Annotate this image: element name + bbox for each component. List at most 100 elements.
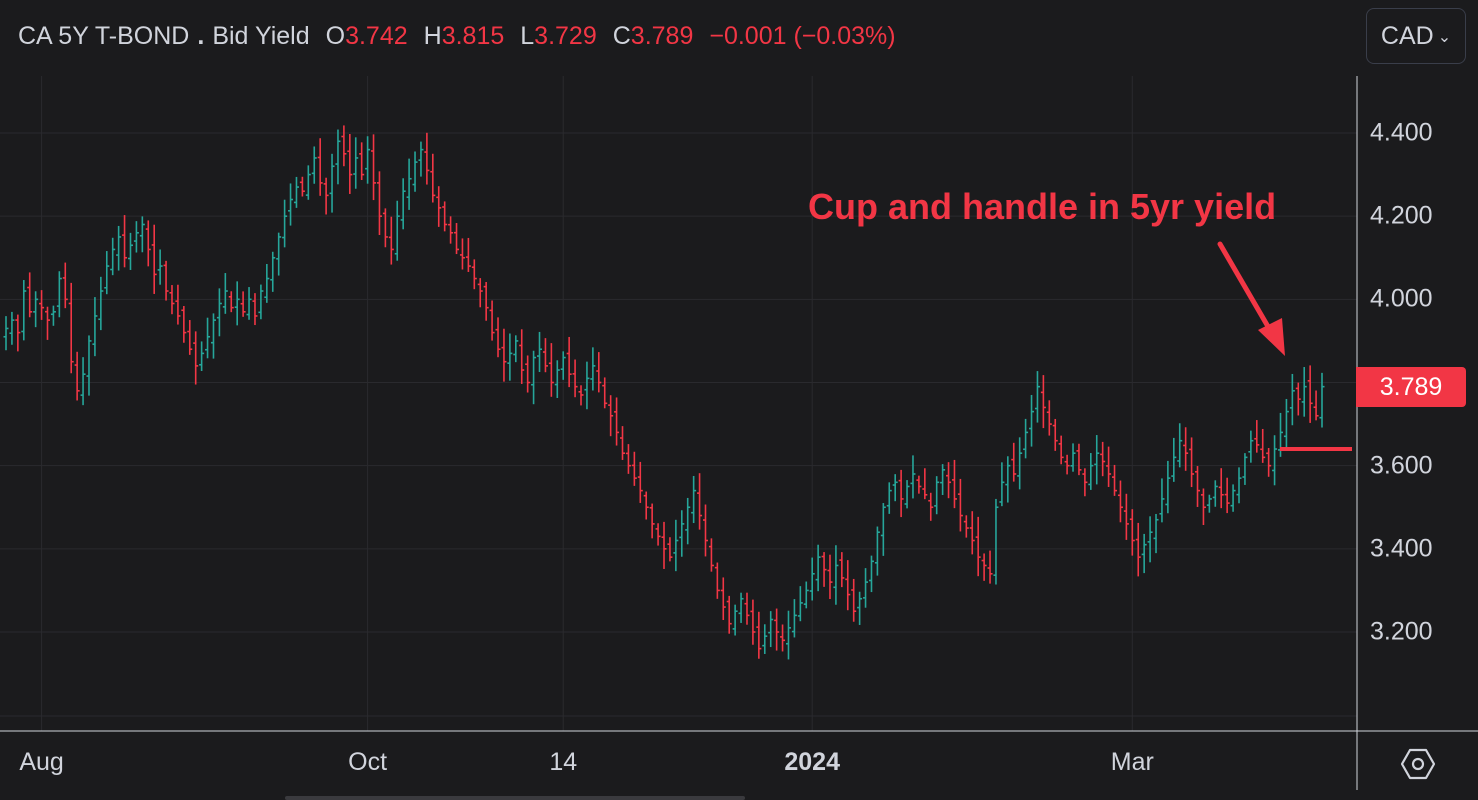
ohlc-bar	[1046, 400, 1052, 436]
ohlc-bar	[477, 278, 483, 308]
last-price-tag: 3.789	[1356, 367, 1466, 408]
ohlc-bar	[1230, 484, 1236, 512]
symbol-name[interactable]: CA 5Y T-BOND	[18, 21, 190, 50]
ohlc-bar	[679, 510, 685, 557]
ohlc-bar	[329, 153, 335, 213]
ohlc-bar	[1295, 382, 1301, 416]
settings-icon[interactable]	[1398, 744, 1438, 784]
ohlc-bar	[1147, 516, 1153, 563]
ohlc-bar	[353, 137, 359, 189]
ohlc-bar	[74, 351, 80, 401]
ohlc-bar	[845, 560, 851, 611]
ohlc-bar	[151, 224, 157, 294]
ohlc-bar	[946, 462, 952, 499]
ohlc-bar	[993, 498, 999, 585]
annotation-arrow	[1217, 241, 1285, 356]
ohlc-bar	[1195, 466, 1201, 507]
ohlc-bar	[1094, 435, 1100, 485]
ohlc-bar	[537, 331, 543, 372]
open-value: 3.742	[345, 21, 408, 50]
y-tick-label: 4.200	[1370, 201, 1433, 230]
ohlc-bar	[365, 136, 371, 184]
ohlc-bar	[691, 475, 697, 524]
ohlc-bar	[981, 553, 987, 581]
ohlc-bar	[299, 176, 305, 197]
ohlc-bar	[122, 215, 128, 268]
ohlc-bar	[566, 336, 572, 388]
ohlc-bar	[548, 343, 554, 397]
ohlc-bar	[625, 444, 631, 474]
ohlc-bar	[904, 480, 910, 509]
ohlc-bar	[1100, 441, 1106, 477]
y-tick-label: 3.200	[1370, 617, 1433, 646]
ohlc-bar	[21, 280, 27, 341]
ohlc-bar	[163, 260, 169, 301]
ohlc-bar	[27, 272, 33, 318]
ohlc-bar	[501, 328, 507, 382]
ohlc-bar	[780, 624, 786, 652]
time-scrollbar[interactable]	[285, 796, 745, 800]
ohlc-bar	[359, 142, 365, 180]
ohlc-bar	[282, 199, 288, 248]
ohlc-bar	[898, 469, 904, 518]
ohlc-bar	[9, 311, 15, 345]
close-label: C	[612, 21, 631, 50]
ohlc-bars	[3, 125, 1325, 660]
ohlc-bar	[702, 504, 708, 557]
ohlc-bar	[1058, 435, 1064, 465]
ohlc-bar	[175, 284, 181, 325]
ohlc-bar	[892, 474, 898, 502]
ohlc-bar	[495, 317, 501, 358]
ohlc-bar	[1307, 365, 1313, 423]
ohlc-bar	[673, 519, 679, 572]
ohlc-bar	[922, 468, 928, 500]
ohlc-bar	[1112, 464, 1118, 496]
legend-separator: .	[197, 21, 205, 50]
ohlc-bar	[1141, 533, 1147, 574]
ohlc-bar	[1088, 453, 1094, 490]
ohlc-bar	[685, 497, 691, 545]
ohlc-bar	[1266, 447, 1272, 477]
ohlc-bar	[957, 478, 963, 532]
ohlc-bar	[708, 538, 714, 572]
ohlc-bar	[264, 264, 270, 303]
ohlc-bar	[371, 134, 377, 201]
ohlc-bar	[44, 306, 50, 340]
ohlc-bar	[240, 291, 246, 317]
ohlc-bar	[1218, 468, 1224, 509]
chart-annotation: Cup and handle in 5yr yield	[808, 186, 1277, 227]
ohlc-bar	[1301, 367, 1307, 417]
ohlc-bar	[234, 281, 240, 326]
ohlc-bar	[341, 125, 347, 167]
ohlc-bar	[270, 251, 276, 292]
ohlc-bar	[98, 276, 104, 331]
ohlc-bar	[246, 287, 252, 320]
ohlc-bar	[1017, 437, 1023, 490]
ohlc-bar	[222, 273, 228, 314]
ohlc-bar	[531, 350, 537, 405]
ohlc-bar	[489, 300, 495, 341]
ohlc-bar	[436, 186, 442, 227]
ohlc-bar	[288, 183, 294, 226]
ohlc-bar	[1106, 446, 1112, 487]
ohlc-bar	[916, 475, 922, 494]
ohlc-bar	[104, 251, 110, 295]
ohlc-bar	[1005, 456, 1011, 503]
ohlc-bar	[193, 331, 199, 385]
ohlc-bar	[827, 554, 833, 599]
ohlc-bar	[1189, 437, 1195, 488]
currency-dropdown-button[interactable]: CAD ⌄	[1366, 8, 1466, 64]
ohlc-bar	[744, 592, 750, 625]
ohlc-bar	[305, 165, 311, 200]
ohlc-bar	[1224, 477, 1230, 514]
ohlc-bar	[133, 221, 139, 253]
ohlc-bar	[803, 581, 809, 609]
ohlc-bar	[951, 459, 957, 509]
grid-lines	[0, 76, 1357, 731]
ohlc-bar	[720, 577, 726, 620]
ohlc-bar	[181, 305, 187, 343]
ohlc-bar	[187, 320, 193, 355]
ohlc-bar	[975, 516, 981, 577]
ohlc-bar	[92, 297, 98, 357]
